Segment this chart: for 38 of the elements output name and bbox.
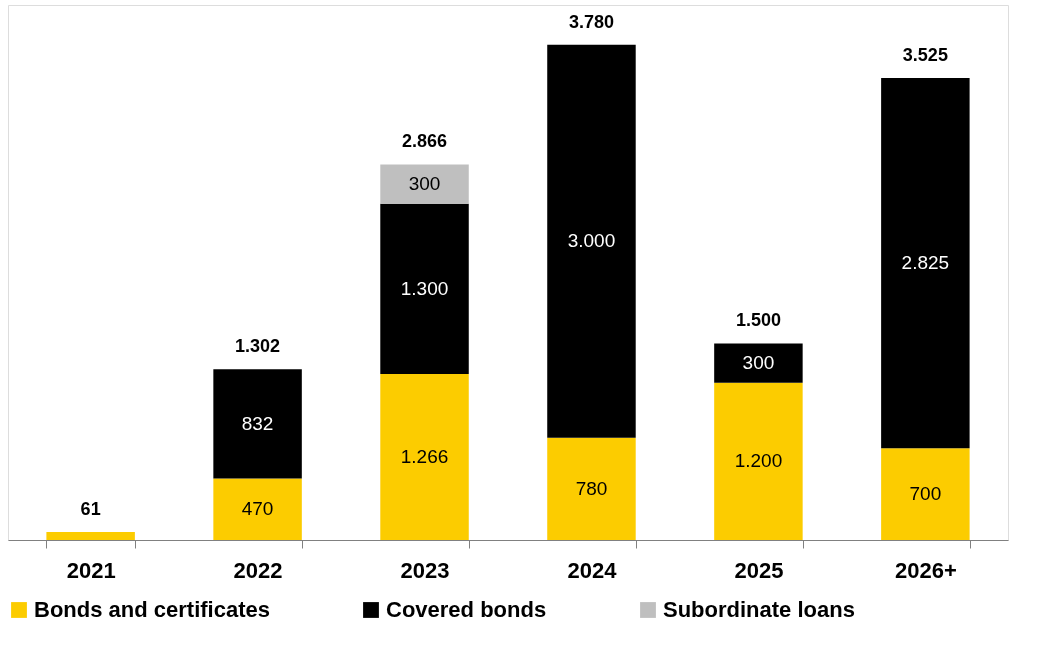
data-label: 1.300 bbox=[400, 277, 449, 299]
total-label: 3.780 bbox=[568, 11, 614, 32]
bar bbox=[547, 437, 636, 540]
data-label: 1.266 bbox=[400, 446, 449, 468]
bar bbox=[213, 478, 302, 540]
bar bbox=[380, 203, 469, 375]
legend-label: Bonds and certificates bbox=[34, 597, 270, 622]
data-label: 300 bbox=[742, 352, 775, 374]
bar bbox=[714, 382, 803, 540]
total-label: 2.866 bbox=[402, 131, 448, 152]
bar bbox=[380, 374, 469, 540]
total-label: 1.302 bbox=[235, 336, 281, 357]
x-tick-label: 2024 bbox=[567, 557, 618, 583]
x-tick-label: 2022 bbox=[233, 557, 283, 583]
x-tick-label: 2026+ bbox=[894, 557, 957, 583]
total-label: 1.500 bbox=[735, 310, 781, 331]
bar bbox=[46, 532, 135, 540]
x-tick-label: 2021 bbox=[66, 557, 116, 583]
data-label: 3.000 bbox=[567, 230, 616, 252]
data-label: 300 bbox=[408, 173, 441, 195]
legend-label: Subordinate loans bbox=[663, 597, 855, 622]
data-label: 470 bbox=[241, 498, 274, 520]
bar bbox=[714, 343, 803, 383]
data-label: 2.825 bbox=[901, 252, 950, 274]
data-label: 832 bbox=[241, 412, 274, 434]
data-label: 700 bbox=[909, 483, 942, 505]
data-label: 1.200 bbox=[734, 450, 783, 472]
bar bbox=[881, 78, 970, 449]
bar bbox=[213, 369, 302, 479]
bar bbox=[547, 44, 636, 438]
legend-label: Covered bonds bbox=[386, 597, 547, 622]
bar bbox=[380, 164, 469, 204]
x-tick-label: 2023 bbox=[400, 557, 450, 583]
bar bbox=[881, 448, 970, 540]
total-label: 3.525 bbox=[902, 45, 948, 66]
data-label: 780 bbox=[575, 477, 608, 499]
total-label: 61 bbox=[80, 499, 101, 520]
x-tick-label: 2025 bbox=[734, 557, 784, 583]
